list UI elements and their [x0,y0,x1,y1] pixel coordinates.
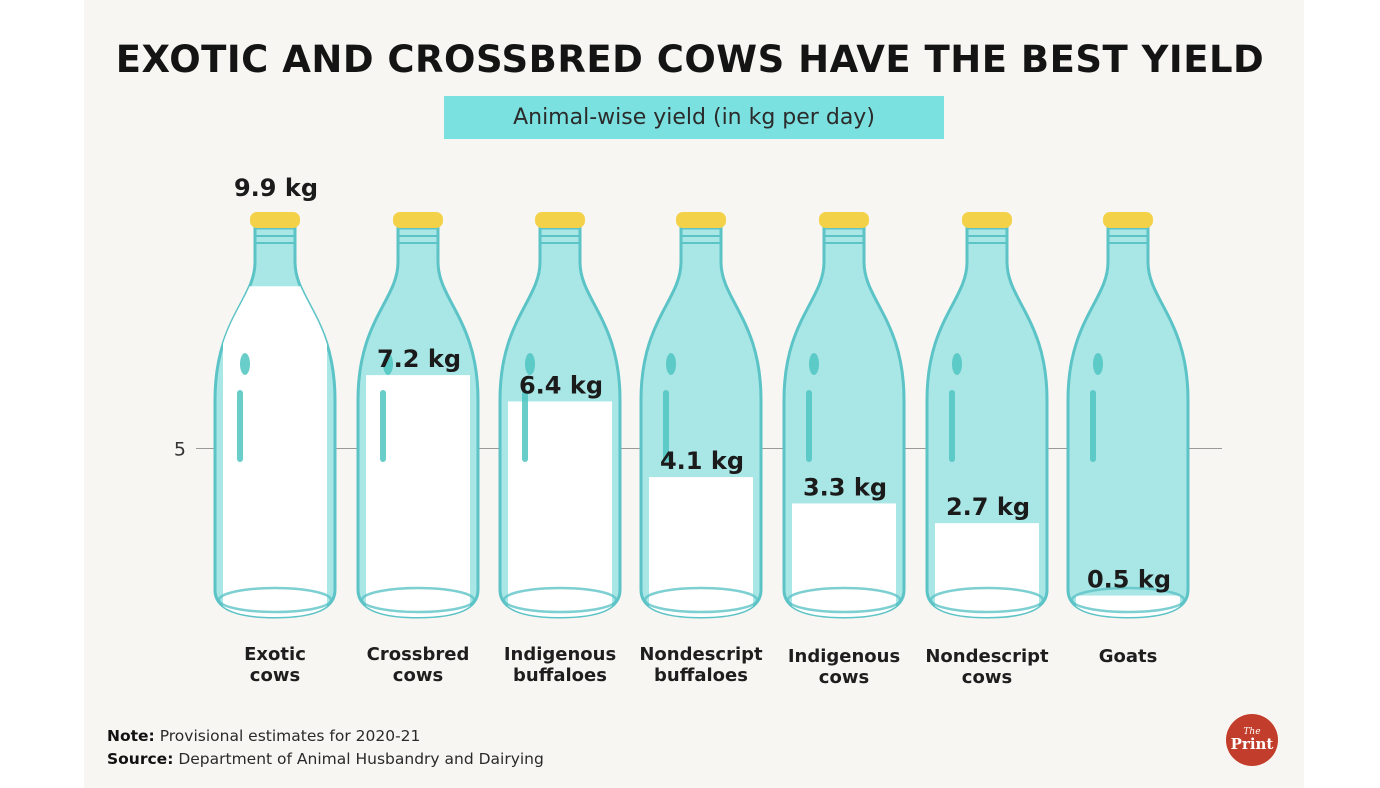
data-label-2: 6.4 kg [519,371,603,399]
bottle-rim [786,586,902,614]
data-label-0: 9.9 kg [234,174,318,202]
category-label-line: cows [961,667,1013,688]
bottle-rim [360,586,476,614]
data-label-5: 2.7 kg [946,493,1030,521]
note-line: Note: Provisional estimates for 2020-21 [107,725,544,748]
footer-note: Note: Provisional estimates for 2020-21 … [107,725,544,771]
glass-highlight [383,353,393,375]
category-label-4: Indigenous cows [769,646,919,688]
category-label-0: Exotic cows [200,644,350,686]
category-label-3: Nondescript buffaloes [626,644,776,686]
chart-title: EXOTIC AND CROSSBRED COWS HAVE THE BEST … [115,38,1265,81]
bottle-cap [819,212,869,228]
glass-highlight [1090,390,1096,462]
glass-highlight [809,353,819,375]
bottle-5 [925,212,1049,619]
bottle-0 [213,212,337,619]
bottle-rim [929,586,1045,614]
glass-highlight [237,390,243,462]
logo-print: Print [1230,735,1274,753]
category-label-line: Nondescript [925,646,1049,667]
glass-highlight [525,353,535,375]
category-label-line: buffaloes [513,665,607,686]
note-text: Provisional estimates for 2020-21 [159,727,421,745]
glass-highlight [952,353,962,375]
subtitle-text: Animal-wise yield (in kg per day) [513,105,875,130]
milk-fill-4 [792,503,896,617]
glass-highlight [949,390,955,462]
logo-the: The [1243,727,1261,737]
category-label-line: buffaloes [654,665,748,686]
data-label-4: 3.3 kg [803,473,887,501]
category-label-line: Crossbred [366,644,470,665]
bottle-6 [1066,212,1190,619]
glass-highlight [380,390,386,462]
theprint-logo: The Print [1226,714,1278,766]
chart-subtitle: Animal-wise yield (in kg per day) [444,96,944,139]
category-label-line: Indigenous [787,646,901,667]
category-label-2: Indigenous buffaloes [485,644,635,686]
milk-fill-6 [1076,595,1180,617]
note-label: Note: [107,727,155,745]
category-label-line: Exotic [244,644,306,665]
bottle-glass [925,226,1049,619]
source-text: Department of Animal Husbandry and Dairy… [178,750,544,768]
glass-highlight [806,390,812,462]
source-line: Source: Department of Animal Husbandry a… [107,748,544,771]
bottle-glass [1066,226,1190,619]
category-label-line: cows [392,665,444,686]
category-label-line: cows [818,667,870,688]
data-label-3: 4.1 kg [660,447,744,475]
milk-fill-5 [935,523,1039,617]
source-label: Source: [107,750,174,768]
category-label-6: Goats [1053,646,1203,667]
category-label-line: Nondescript [639,644,763,665]
bottle-cap [250,212,300,228]
bottle-cap [535,212,585,228]
category-label-line: Goats [1098,646,1158,667]
bottle-cap [676,212,726,228]
glass-highlight [663,390,669,462]
data-label-1: 7.2 kg [377,345,461,373]
bottle-rim [1070,586,1186,614]
bottle-rim [217,586,333,614]
bottle-cap [393,212,443,228]
data-label-6: 0.5 kg [1087,566,1171,594]
y-tick-label: 5 [174,439,186,461]
glass-highlight [240,353,250,375]
bottle-3 [639,212,763,619]
category-label-5: Nondescript cows [912,646,1062,688]
milk-fill-3 [649,477,753,617]
bottle-rim [643,586,759,614]
bottle-cap [1103,212,1153,228]
glass-highlight [666,353,676,375]
bottle-rim [502,586,618,614]
bottle-4 [782,212,906,619]
category-label-line: Indigenous [503,644,617,665]
glass-highlight [1093,353,1103,375]
bottle-2 [498,212,622,619]
glass-highlight [522,390,528,462]
bottle-cap [962,212,1012,228]
category-label-1: Crossbred cows [343,644,493,686]
bottle-1 [356,212,480,619]
category-label-line: cows [249,665,301,686]
